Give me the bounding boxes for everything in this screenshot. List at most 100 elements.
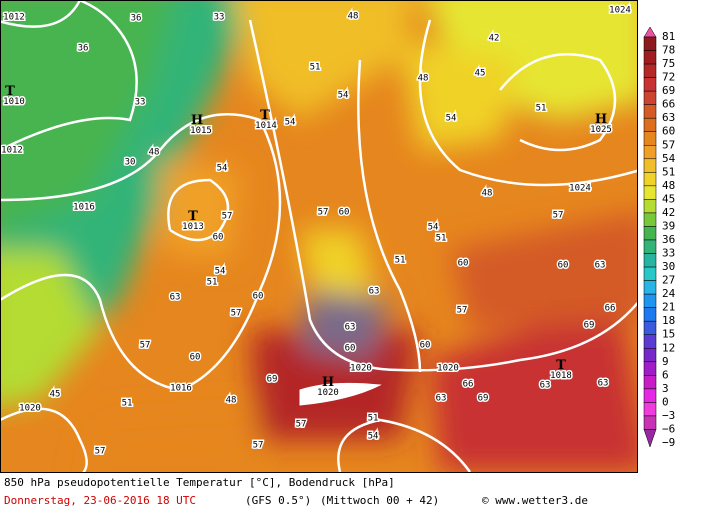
temperature-label: 51: [536, 104, 547, 114]
isobar-label: 1024: [609, 6, 631, 16]
legend-label: 27: [662, 274, 675, 287]
footer-title: 850 hPa pseudopotentielle Temperatur [°C…: [4, 476, 395, 489]
temperature-label: 30: [125, 158, 136, 168]
legend-label: 33: [662, 247, 675, 260]
system-letter: H: [595, 112, 607, 127]
legend-label: 51: [662, 165, 675, 178]
legend-label: 48: [662, 179, 675, 192]
legend-swatch: [643, 63, 657, 78]
temperature-label: 57: [222, 212, 233, 222]
legend-label: 18: [662, 314, 675, 327]
legend-swatch: [643, 361, 657, 376]
legend-label: 3: [662, 382, 669, 395]
legend-swatch: [643, 185, 657, 200]
map: T 1010 H 1015 T 1014 T 1013 H 1025 T 101…: [0, 0, 637, 472]
legend-label: 75: [662, 57, 675, 70]
legend-swatch: [643, 226, 657, 241]
legend-swatch: [643, 307, 657, 322]
temperature-label: 54: [446, 114, 457, 124]
legend: 8178757269666360575451484542393633302724…: [643, 26, 676, 449]
legend-label: 0: [662, 395, 669, 408]
legend-label: −3: [662, 409, 675, 422]
legend-swatch: [643, 348, 657, 363]
temperature-label: 54: [217, 164, 228, 174]
footer-model: (GFS 0.5°): [245, 494, 311, 507]
legend-label: 45: [662, 192, 675, 205]
legend-label: 81: [662, 30, 675, 43]
system-letter: T: [188, 209, 198, 224]
system-letter: H: [191, 113, 203, 128]
legend-swatch: [643, 239, 657, 254]
temperature-label: 63: [436, 394, 447, 404]
temperature-label: 54: [368, 432, 379, 442]
legend-label: 69: [662, 84, 675, 97]
legend-swatch: [643, 104, 657, 119]
legend-label: −6: [662, 422, 675, 435]
footer-credit: © www.wetter3.de: [482, 494, 588, 507]
temperature-label: 54: [285, 118, 296, 128]
temperature-label: 51: [395, 256, 406, 266]
temperature-label: 57: [296, 420, 307, 430]
temperature-label: 36: [78, 44, 89, 54]
legend-swatch: [643, 253, 657, 268]
legend-swatch: [643, 320, 657, 335]
legend-label: 39: [662, 219, 675, 232]
system-value: 1025: [590, 125, 612, 135]
temperature-label: 51: [310, 63, 321, 73]
legend-swatch: [643, 50, 657, 65]
system-value: 1020: [317, 388, 339, 398]
temperature-label: 57: [318, 208, 329, 218]
legend-swatch: [643, 131, 657, 146]
legend-swatch: [643, 212, 657, 227]
temperature-label: 42: [489, 34, 500, 44]
temperature-label: 48: [149, 148, 160, 158]
legend-label: 30: [662, 260, 675, 273]
temperature-label: 57: [253, 441, 264, 451]
temperature-label: 57: [95, 447, 106, 457]
legend-swatch: [643, 117, 657, 132]
temperature-label: 60: [213, 233, 224, 243]
temperature-label: 45: [50, 390, 61, 400]
legend-label: 54: [662, 152, 676, 165]
temperature-label: 60: [339, 208, 350, 218]
legend-swatch: [643, 199, 657, 214]
temperature-label: 57: [457, 306, 468, 316]
temperature-label: 36: [131, 14, 142, 24]
legend-label: 12: [662, 341, 675, 354]
system-value: 1013: [182, 222, 204, 232]
isobar-label: 1012: [1, 146, 23, 156]
legend-cap: [643, 429, 657, 448]
temperature-label: 51: [368, 414, 379, 424]
system-letter: T: [556, 358, 566, 373]
temperature-label: 54: [338, 91, 349, 101]
footer-run: (Mittwoch 00 + 42): [320, 494, 439, 507]
legend-label: 9: [662, 355, 669, 368]
system-letter: H: [322, 375, 334, 390]
legend-label: 42: [662, 206, 675, 219]
legend-label: 57: [662, 138, 675, 151]
legend-label: 6: [662, 368, 669, 381]
temperature-label: 51: [436, 234, 447, 244]
temperature-label: 51: [122, 399, 133, 409]
temperature-label: 63: [369, 287, 380, 297]
temperature-label: 63: [598, 379, 609, 389]
system-value: 1010: [3, 97, 25, 107]
temperature-label: 60: [420, 341, 431, 351]
temperature-label: 57: [553, 211, 564, 221]
legend-label: 66: [662, 98, 675, 111]
temperature-label: 66: [605, 304, 616, 314]
temperature-label: 60: [458, 259, 469, 269]
isobar-label: 1020: [437, 364, 459, 374]
legend-label: 63: [662, 111, 675, 124]
temperature-label: 69: [478, 394, 489, 404]
map-frame: [0, 0, 638, 473]
legend-label: 15: [662, 328, 675, 341]
legend-swatch: [643, 415, 657, 430]
temperature-label: 57: [231, 309, 242, 319]
isobar-label: 1012: [3, 13, 25, 23]
temperature-label: 33: [214, 13, 225, 23]
system-letter: T: [260, 108, 270, 123]
legend-label: 24: [662, 287, 676, 300]
isobar-labels: 1012 1012 1016 1016 1020 1020 1020 1024 1024: [0, 4, 632, 415]
